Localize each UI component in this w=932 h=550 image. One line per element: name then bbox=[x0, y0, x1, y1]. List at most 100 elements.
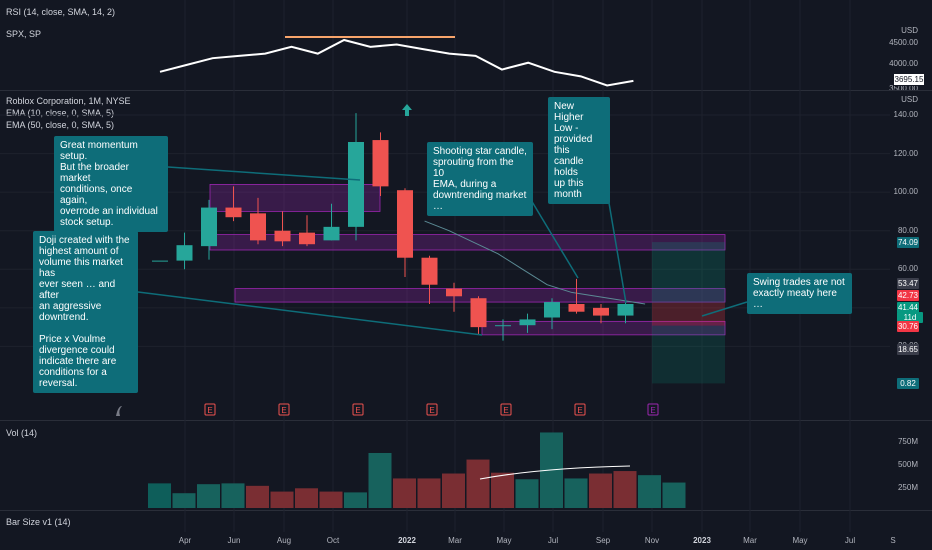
candle-body bbox=[274, 230, 291, 242]
earnings-marker-label: E bbox=[207, 406, 212, 415]
volume-bar bbox=[491, 472, 514, 508]
callout-doji-volume[interactable]: Doji created with the highest amount of … bbox=[33, 231, 138, 393]
ema10-label[interactable]: EMA (10, close, 0, SMA, 5) bbox=[6, 108, 115, 118]
candle-body bbox=[201, 207, 217, 247]
price-tick: 100.00 bbox=[893, 187, 918, 197]
stop-zone bbox=[652, 302, 725, 326]
volume-bar bbox=[148, 483, 171, 508]
callout-momentum-setup[interactable]: Great momentum setup. But the broader ma… bbox=[54, 136, 168, 232]
price-tag: 42.73 bbox=[897, 290, 919, 301]
vol-tick-750m: 750M bbox=[897, 437, 918, 446]
main-symbol-label[interactable]: Roblox Corporation, 1M, NYSE bbox=[6, 96, 131, 106]
callout-pointer bbox=[167, 166, 361, 181]
x-axis-label: Apr bbox=[178, 536, 192, 545]
vol-tick-250m: 250M bbox=[897, 483, 918, 492]
x-axis-label: May bbox=[496, 536, 512, 545]
pane-separator-3[interactable] bbox=[0, 510, 932, 511]
x-axis-label: Mar bbox=[448, 536, 462, 545]
callout-pointer bbox=[524, 189, 579, 279]
callout-pointer bbox=[137, 291, 483, 336]
volume-bar bbox=[270, 491, 294, 508]
volume-bar bbox=[393, 478, 416, 508]
volume-bar bbox=[221, 483, 245, 508]
candle-body bbox=[397, 190, 413, 258]
earnings-marker-icon bbox=[647, 403, 659, 416]
x-axis-label: Mar bbox=[743, 536, 757, 545]
ema-line bbox=[424, 220, 646, 305]
candle-body bbox=[348, 142, 364, 227]
candle-body bbox=[568, 304, 585, 312]
spx-tick-4000: 4000.00 bbox=[889, 59, 918, 68]
profit-zone bbox=[652, 242, 725, 303]
volume-bar bbox=[442, 473, 465, 508]
main-currency-label: USD bbox=[901, 95, 918, 104]
price-tag: 30.76 bbox=[897, 321, 919, 332]
earnings-marker-label: E bbox=[281, 406, 286, 415]
volume-bar bbox=[319, 491, 343, 508]
candle-body bbox=[495, 325, 511, 327]
earnings-marker-icon bbox=[204, 403, 216, 416]
earnings-marker-label: E bbox=[355, 406, 360, 415]
volume-bar bbox=[613, 471, 637, 508]
volume-bar bbox=[197, 484, 220, 508]
x-axis-label: Aug bbox=[276, 536, 292, 545]
spx-comparison-label[interactable]: SPX, SP bbox=[6, 29, 42, 39]
x-axis-label: 2023 bbox=[693, 536, 711, 545]
support-resistance-zone bbox=[481, 320, 726, 336]
candle-body bbox=[176, 245, 193, 261]
price-tag: 18.65 bbox=[897, 344, 919, 355]
spx-tick-4500: 4500.00 bbox=[889, 38, 918, 47]
candle-body bbox=[372, 140, 389, 187]
barsize-indicator-label[interactable]: Bar Size v1 (14) bbox=[6, 517, 71, 527]
spx-last-price-tag: 3695.15 bbox=[893, 73, 925, 86]
candle-body bbox=[593, 307, 609, 316]
earnings-marker-icon bbox=[500, 403, 512, 416]
price-tick: 120.00 bbox=[893, 148, 918, 158]
rsi-indicator-label[interactable]: RSI (14, close, SMA, 14, 2) bbox=[6, 7, 116, 17]
x-axis-label: Jul bbox=[844, 536, 856, 545]
volume-indicator-label[interactable]: Vol (14) bbox=[6, 428, 38, 438]
x-axis-label: Oct bbox=[326, 536, 340, 545]
up-arrow-icon bbox=[402, 104, 412, 116]
candle-body bbox=[299, 232, 315, 245]
price-tag: 0.82 bbox=[897, 378, 919, 389]
x-axis-label: Nov bbox=[644, 536, 660, 545]
ema50-label[interactable]: EMA (50, close, 0, SMA, 5) bbox=[6, 120, 115, 130]
price-tag: 74.09 bbox=[897, 237, 919, 248]
x-axis-label: Jul bbox=[547, 536, 559, 545]
candle-body bbox=[470, 298, 487, 328]
volume-ma-line bbox=[479, 465, 631, 480]
dividend-icon bbox=[116, 406, 122, 416]
candle-body bbox=[250, 213, 266, 241]
candle-body bbox=[519, 319, 536, 326]
earnings-marker-icon bbox=[352, 403, 364, 416]
price-tag: 53.47 bbox=[897, 278, 919, 289]
volume-bar bbox=[638, 475, 661, 508]
spx-tick-3500: 3500.00 bbox=[889, 84, 918, 93]
candle-body bbox=[544, 302, 560, 318]
callout-higher-low[interactable]: New Higher Low - provided this candle ho… bbox=[548, 97, 610, 204]
spx-currency-label: USD bbox=[901, 26, 918, 35]
pane-separator-1[interactable] bbox=[0, 90, 932, 91]
volume-bar bbox=[344, 492, 367, 508]
candle-body bbox=[225, 207, 242, 218]
price-tag: 41.44 bbox=[897, 302, 919, 313]
callout-shooting-star[interactable]: Shooting star candle, sprouting from the… bbox=[427, 142, 533, 216]
x-axis-label: S bbox=[890, 536, 896, 545]
target-zone bbox=[652, 325, 725, 384]
x-axis-label: Sep bbox=[595, 536, 611, 545]
candle-body bbox=[446, 288, 462, 297]
spx-line bbox=[159, 38, 634, 87]
x-axis-label: Jun bbox=[227, 536, 241, 545]
earnings-marker-label: E bbox=[650, 406, 655, 415]
earnings-marker-label: E bbox=[429, 406, 434, 415]
earnings-marker-label: E bbox=[577, 406, 582, 415]
price-tick: 60.00 bbox=[897, 264, 918, 274]
vol-tick-500m: 500M bbox=[897, 460, 918, 469]
callout-swing-trades[interactable]: Swing trades are not exactly meaty here … bbox=[747, 273, 852, 314]
price-tick: 80.00 bbox=[897, 225, 918, 235]
volume-bar bbox=[172, 493, 196, 508]
pane-separator-2[interactable] bbox=[0, 420, 932, 421]
earnings-marker-icon bbox=[574, 403, 586, 416]
volume-bar bbox=[295, 488, 318, 508]
